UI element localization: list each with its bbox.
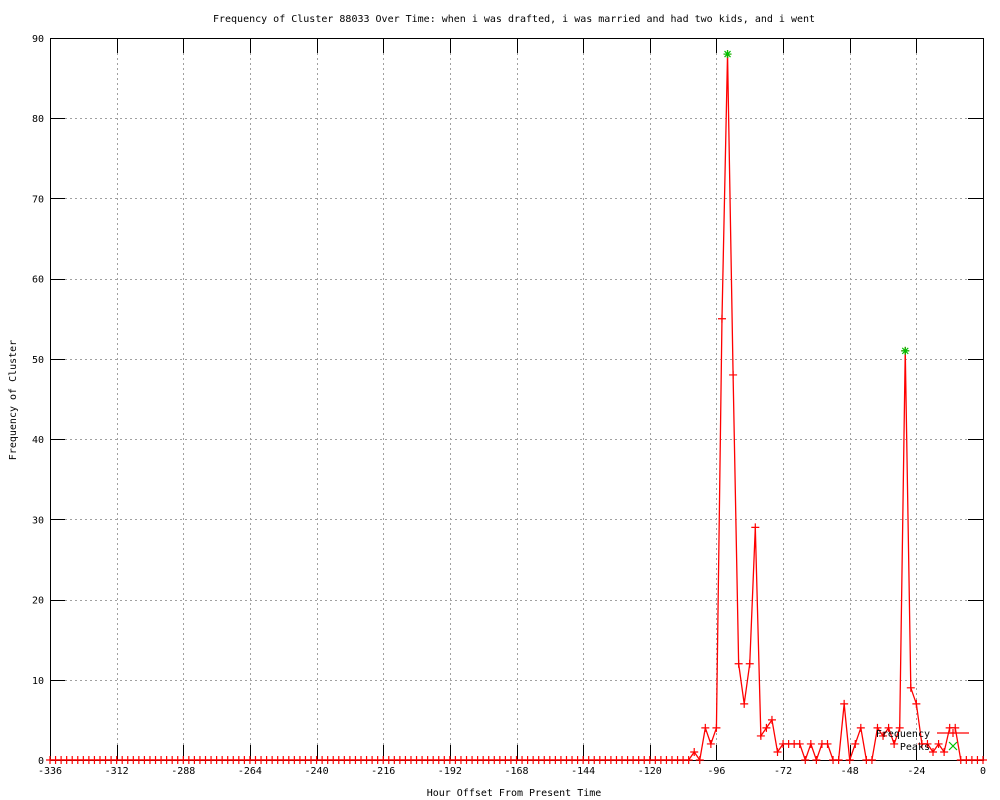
frequency-point: [845, 756, 854, 764]
frequency-point: [823, 739, 832, 748]
frequency-point: [873, 723, 882, 732]
frequency-point: [979, 756, 987, 764]
frequency-point: [923, 739, 932, 748]
frequency-point: [729, 370, 738, 379]
frequency-point: [762, 723, 771, 732]
x-tick-label: -264: [238, 766, 262, 777]
frequency-point: [851, 739, 860, 748]
frequency-point: [690, 747, 699, 756]
frequency-point: [951, 723, 960, 732]
y-tick-label: 70: [32, 194, 44, 205]
frequency-point: [756, 731, 765, 740]
grid: [50, 38, 983, 760]
frequency-point: [806, 739, 815, 748]
x-tick-label: -72: [774, 766, 792, 777]
legend-marker-peaks: [948, 741, 958, 751]
legend-label-peaks: Peaks: [900, 742, 930, 753]
frequency-point: [734, 659, 743, 668]
frequency-point: [695, 756, 704, 764]
peaks-series: [723, 50, 910, 355]
frequency-point: [934, 739, 943, 748]
ticks: -336 -312 -288 -264 -240 -216 -192 -168 -144 -120…: [32, 34, 986, 777]
legend-sample-peaks: [948, 741, 958, 751]
frequency-point: [801, 756, 810, 764]
x-tick-label: -192: [438, 766, 462, 777]
x-tick-label: -144: [571, 766, 595, 777]
x-tick-label: -96: [707, 766, 725, 777]
x-tick-label: -24: [907, 766, 925, 777]
chart-title: Frequency of Cluster 88033 Over Time: wh…: [213, 14, 815, 25]
frequency-line: [50, 54, 983, 762]
legend: Frequency Peaks: [876, 729, 969, 753]
frequency-point: [895, 723, 904, 732]
frequency-point: [840, 699, 849, 708]
frequency-point: [834, 756, 843, 764]
y-tick-label: 10: [32, 676, 44, 687]
frequency-point: [884, 723, 893, 732]
frequency-point: [856, 723, 865, 732]
frequency-point: [879, 731, 888, 740]
frequency-point: [912, 699, 921, 708]
peak-point: [723, 50, 732, 59]
x-tick-label: -48: [841, 766, 859, 777]
frequency-point: [773, 747, 782, 756]
y-tick-label: 60: [32, 275, 44, 286]
x-tick-label: -312: [105, 766, 129, 777]
y-tick-label: 50: [32, 355, 44, 366]
frequency-point: [706, 739, 715, 748]
legend-marker-frequency: [949, 729, 957, 737]
frequency-point: [940, 747, 949, 756]
x-tick-label: -120: [638, 766, 662, 777]
frequency-point: [701, 723, 710, 732]
legend-label-frequency: Frequency: [876, 729, 930, 740]
frequency-point: [812, 756, 821, 764]
frequency-series: [46, 50, 987, 764]
x-tick-label: -216: [371, 766, 395, 777]
frequency-point: [740, 699, 749, 708]
peak-point: [901, 346, 910, 355]
y-tick-label: 0: [38, 756, 44, 767]
x-tick-label: -336: [38, 766, 62, 777]
x-tick-label: -288: [171, 766, 195, 777]
legend-sample-frequency: [937, 729, 969, 737]
y-axis-label: Frequency of Cluster: [8, 340, 19, 460]
x-axis-label: Hour Offset From Present Time: [427, 788, 602, 799]
frequency-point: [717, 314, 726, 323]
frequency-point: [745, 659, 754, 668]
frequency-point: [767, 715, 776, 724]
frequency-point: [890, 739, 899, 748]
y-tick-label: 30: [32, 515, 44, 526]
y-tick-label: 20: [32, 596, 44, 607]
frequency-point: [712, 723, 721, 732]
y-tick-label: 90: [32, 34, 44, 45]
x-tick-label: -240: [305, 766, 329, 777]
frequency-point: [929, 747, 938, 756]
frequency-point: [684, 756, 693, 764]
frequency-point: [751, 523, 760, 532]
frequency-point: [867, 756, 876, 764]
x-tick-label: -168: [504, 766, 528, 777]
frequency-point: [906, 683, 915, 692]
frequency-point: [795, 739, 804, 748]
x-tick-label: 0: [980, 766, 986, 777]
y-tick-label: 40: [32, 435, 44, 446]
y-tick-label: 80: [32, 114, 44, 125]
